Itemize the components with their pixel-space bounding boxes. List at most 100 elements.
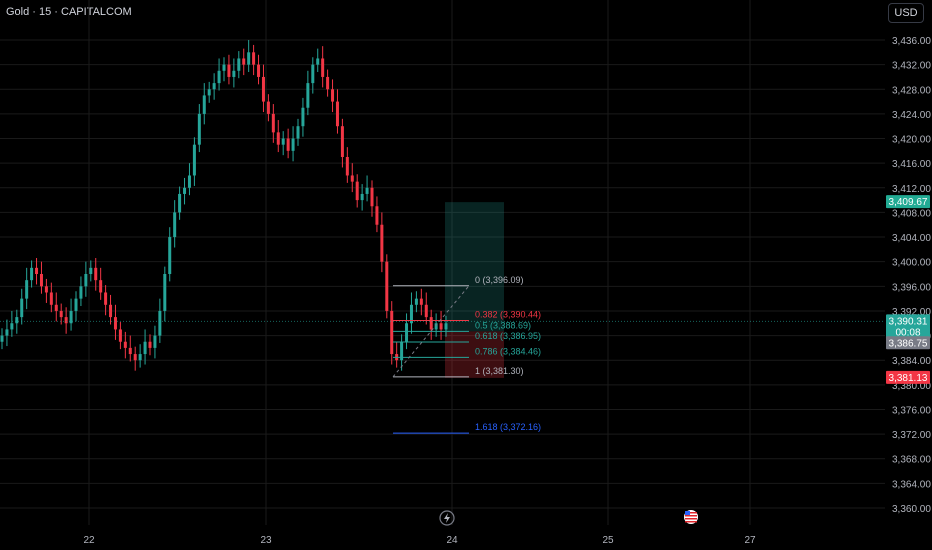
candle: [439, 323, 443, 330]
candle: [444, 323, 448, 330]
y-tick-label: 3,396.00: [892, 282, 931, 293]
candle: [400, 341, 404, 361]
candle: [217, 70, 221, 84]
candle: [109, 304, 113, 318]
x-tick-label: 27: [744, 535, 756, 546]
lightning-icon: [439, 510, 455, 526]
candle: [276, 132, 280, 145]
candle: [296, 126, 300, 139]
current-price-label-bg: [886, 314, 930, 339]
fib-trend-line: [392, 285, 470, 378]
candle: [84, 274, 88, 287]
currency-button[interactable]: USD: [888, 3, 924, 23]
y-tick-label: 3,424.00: [892, 110, 931, 121]
candle: [94, 267, 98, 281]
candle: [321, 58, 325, 77]
candle: [286, 138, 290, 151]
fib-label: 1 (3,381.30): [475, 366, 524, 376]
candle: [168, 237, 172, 274]
candle: [326, 76, 330, 90]
candles: [0, 40, 448, 371]
gray-price-label-bg: [886, 336, 930, 350]
target-zone: [445, 202, 504, 332]
candle: [183, 187, 187, 194]
candle: [118, 329, 122, 342]
candle: [232, 70, 236, 77]
target-price-label: 3,409.67: [889, 197, 928, 208]
current-price-label: 3,390.31: [889, 316, 928, 327]
candle: [59, 310, 63, 318]
candle: [173, 212, 177, 238]
candle: [405, 323, 409, 342]
candle: [429, 317, 433, 330]
us-flag-stripe: [685, 515, 697, 517]
y-tick-label: 3,400.00: [892, 258, 931, 269]
candle: [104, 292, 108, 305]
y-tick-label: 3,372.00: [892, 430, 931, 441]
y-tick-label: 3,432.00: [892, 61, 931, 72]
candle: [247, 52, 251, 65]
candle: [385, 261, 389, 311]
candle: [138, 354, 142, 361]
y-tick-label: 3,420.00: [892, 135, 931, 146]
candle: [163, 274, 167, 311]
candle: [345, 157, 349, 176]
candle: [123, 341, 127, 348]
candle: [20, 298, 24, 318]
candle: [266, 101, 270, 114]
candle: [25, 280, 29, 299]
candle: [187, 175, 191, 188]
us-flag-stripe: [685, 512, 697, 514]
fibonacci-retracement: 0 (3,396.09) 0.382 (3,390.44)0.5 (3,388.6…: [0, 275, 885, 434]
y-tick-label: 3,364.00: [892, 479, 931, 490]
candle: [143, 341, 147, 355]
candle: [257, 64, 261, 77]
current-price-label-timer: 00:08: [895, 327, 920, 338]
candle: [301, 107, 305, 127]
candle: [54, 304, 58, 311]
y-tick-label: 3,412.00: [892, 184, 931, 195]
candle: [39, 274, 43, 287]
fib-label: 0.5 (3,388.69): [475, 320, 531, 330]
candle: [261, 76, 265, 102]
y-tick-label: 3,392.00: [892, 307, 931, 318]
candle: [316, 58, 320, 65]
candle: [79, 286, 83, 299]
lightning-icon-bolt: [444, 513, 450, 523]
candle: [133, 354, 137, 361]
candle: [360, 193, 364, 201]
candle: [99, 280, 103, 293]
candle: [192, 144, 196, 176]
candle: [44, 286, 48, 293]
candle: [335, 101, 339, 127]
long-position-tool: [445, 202, 504, 378]
fib-label: 0 (3,396.09): [475, 275, 524, 285]
candle: [113, 317, 117, 330]
candle: [350, 175, 354, 182]
candle: [271, 113, 275, 133]
candle: [207, 89, 211, 96]
candle: [74, 298, 78, 311]
candle: [153, 335, 157, 348]
candle: [365, 187, 369, 194]
candle: [89, 267, 93, 274]
candle: [424, 304, 428, 318]
fib-label: 0.382 (3,390.44): [475, 310, 541, 320]
symbol-title[interactable]: Gold · 15 · CAPITALCOM: [6, 6, 132, 18]
us-flag-stripe: [685, 518, 697, 520]
candle: [355, 181, 359, 201]
us-flag-stripe: [685, 521, 697, 523]
stop-zone: [445, 331, 504, 378]
gray-price-label: 3,386.75: [889, 338, 928, 349]
us-flag-canton: [685, 511, 690, 515]
candle: [390, 310, 394, 355]
x-tick-label: 24: [446, 535, 458, 546]
candle: [434, 323, 438, 330]
candle: [35, 267, 39, 274]
y-tick-label: 3,368.00: [892, 455, 931, 466]
event-markers: [439, 510, 698, 526]
candle: [237, 58, 241, 71]
x-tick-label: 22: [83, 535, 95, 546]
